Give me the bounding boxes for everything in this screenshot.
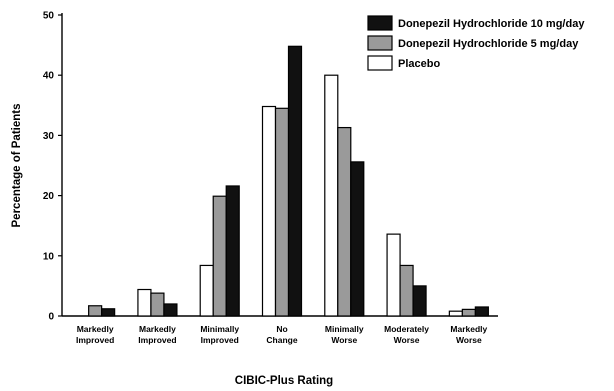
y-tick-label: 20 — [43, 191, 55, 202]
bar-donepezil-hydrochloride-10-mg-day-0 — [101, 308, 116, 317]
legend-swatch — [367, 35, 393, 51]
y-tick-label: 10 — [43, 251, 55, 262]
x-tick-label: Markedly Improved — [138, 324, 176, 345]
y-tick-label: 50 — [43, 11, 55, 22]
legend-label: Donepezil Hydrochloride 10 mg/day — [398, 18, 585, 30]
bar-donepezil-hydrochloride-5-mg-day-3 — [274, 107, 290, 317]
x-tick-label: Markedly Improved — [76, 324, 114, 345]
bar-donepezil-hydrochloride-10-mg-day-5 — [412, 285, 427, 317]
bar-placebo-2 — [199, 264, 214, 317]
bar-donepezil-hydrochloride-5-mg-day-5 — [399, 264, 414, 317]
bar-donepezil-hydrochloride-5-mg-day-4 — [337, 126, 352, 317]
x-tick-label: No Change — [266, 324, 297, 345]
bar-donepezil-hydrochloride-5-mg-day-6 — [461, 308, 476, 317]
legend-swatch — [367, 15, 393, 31]
legend-label: Placebo — [398, 58, 440, 70]
bars — [88, 45, 489, 317]
y-tick-label: 30 — [43, 131, 55, 142]
bar-donepezil-hydrochloride-10-mg-day-4 — [350, 161, 365, 317]
x-tick-label: Moderately Worse — [384, 324, 429, 345]
bar-donepezil-hydrochloride-10-mg-day-3 — [287, 45, 303, 317]
bar-donepezil-hydrochloride-10-mg-day-2 — [225, 185, 240, 317]
bar-placebo-4 — [324, 74, 339, 317]
bar-donepezil-hydrochloride-5-mg-day-0 — [88, 305, 103, 317]
y-axis-title: Percentage of Patients — [11, 104, 23, 228]
legend-label: Donepezil Hydrochloride 5 mg/day — [398, 38, 579, 50]
y-tick-label: 40 — [43, 71, 55, 82]
x-tick-labels: Markedly Improved Markedly Improved Minimall… — [76, 324, 488, 345]
y-tick-label: 0 — [48, 312, 54, 323]
bar-placebo-1 — [137, 288, 152, 317]
x-tick-label: Minimally Worse — [325, 324, 364, 345]
x-tick-label: Markedly Worse — [450, 324, 487, 345]
legend: Donepezil Hydrochloride 10 mg/day Donepez… — [367, 15, 585, 71]
bar-donepezil-hydrochloride-10-mg-day-1 — [163, 303, 178, 317]
x-axis-title: CIBIC-Plus Rating — [235, 375, 333, 387]
legend-swatch — [367, 55, 393, 71]
bar-donepezil-hydrochloride-5-mg-day-1 — [150, 292, 165, 317]
bar-placebo-3 — [261, 105, 277, 317]
bar-placebo-6 — [448, 310, 463, 317]
bar-donepezil-hydrochloride-5-mg-day-2 — [212, 195, 227, 317]
y-ticks: 0 10 20 30 40 50 — [43, 11, 62, 323]
bar-donepezil-hydrochloride-10-mg-day-6 — [474, 306, 489, 317]
bar-placebo-5 — [386, 233, 401, 317]
x-tick-label: Minimally Improved — [200, 324, 239, 345]
